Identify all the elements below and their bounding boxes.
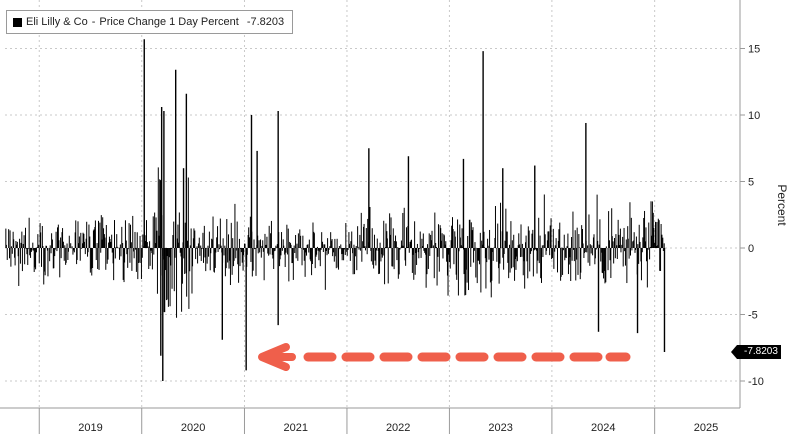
x-tick-label-2019: 2019 (78, 422, 102, 434)
left-arrow-annotation (258, 343, 631, 371)
gridlines (5, 0, 740, 408)
y-tick-label-5: 15 (748, 44, 760, 56)
y-tick-label-2: 0 (748, 243, 754, 255)
axes-frame (0, 0, 741, 409)
legend-swatch (13, 17, 22, 27)
y-tick-label-3: 5 (748, 177, 754, 189)
y-tick-label-1: -5 (748, 310, 758, 322)
legend-metric: Price Change 1 Day Percent (99, 16, 239, 28)
x-tick-label-2024: 2024 (591, 422, 615, 434)
y-tick-label-0: -10 (748, 376, 764, 388)
legend-series-name: Eli Lilly & Co (26, 16, 88, 28)
y-axis-ticks: -10 -5 0 5 10 15 (740, 44, 764, 388)
x-tick-label-2023: 2023 (488, 422, 512, 434)
y-tick-label-4: 10 (748, 110, 760, 122)
arrow-head (258, 343, 296, 371)
x-tick-label-2020: 2020 (181, 422, 205, 434)
last-value-badge: -7.8203 (731, 345, 781, 359)
legend-last-value: -7.8203 (246, 16, 285, 28)
x-tick-label-2022: 2022 (386, 422, 410, 434)
y-axis-title: Percent (775, 184, 789, 226)
x-tick-label-2021: 2021 (283, 422, 307, 434)
x-axis-labels: 2019 2020 2021 2022 2023 2024 2025 (38, 408, 718, 434)
legend-separator: - (91, 16, 96, 28)
series-bars (5, 39, 666, 381)
legend: Eli Lilly & Co - Price Change 1 Day Perc… (6, 10, 294, 34)
x-tick-label-2025: 2025 (694, 422, 718, 434)
